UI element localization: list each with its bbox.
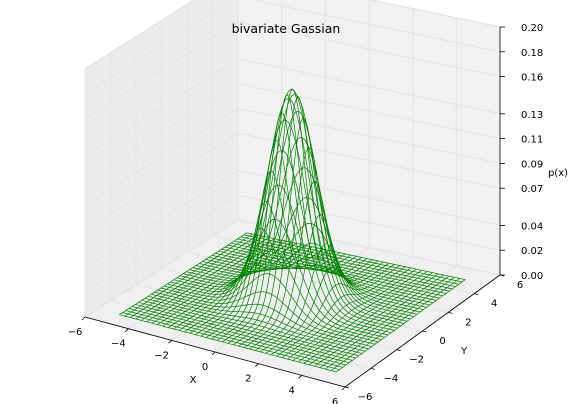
z-grid-line bbox=[84, 83, 501, 182]
wire-line-y bbox=[154, 291, 372, 347]
wire-line-y bbox=[224, 246, 443, 297]
wire-line-y bbox=[221, 248, 440, 299]
y-tick-mark bbox=[474, 293, 479, 296]
x-tick-label: 4 bbox=[288, 385, 294, 396]
wire-line-y bbox=[125, 310, 343, 368]
y-tick-label: 0 bbox=[439, 336, 445, 347]
wire-line-y bbox=[128, 308, 346, 366]
wire-line-y bbox=[132, 306, 350, 364]
wire-line-y bbox=[135, 304, 353, 361]
x-tick-label: −2 bbox=[154, 350, 169, 361]
y-tick-label: 6 bbox=[517, 280, 523, 291]
y-tick-mark bbox=[344, 386, 350, 389]
y-tick-mark bbox=[396, 349, 401, 352]
x-tick-mark bbox=[341, 386, 346, 391]
wire-line-y bbox=[148, 295, 366, 352]
wire-line-y bbox=[176, 119, 395, 331]
wire-line-y bbox=[208, 256, 427, 308]
wire-line-y bbox=[231, 242, 450, 292]
x-tick-label: −6 bbox=[68, 327, 83, 338]
wire-line-y bbox=[138, 302, 356, 359]
x-tick-mark bbox=[211, 351, 216, 356]
x-tick-mark bbox=[298, 375, 302, 379]
wire-line-y bbox=[141, 299, 359, 357]
wire-line-y bbox=[227, 244, 446, 294]
z-tick-label: 0.00 bbox=[521, 271, 543, 282]
x-tick-label: 0 bbox=[202, 362, 208, 373]
wire-line-y bbox=[180, 97, 398, 329]
x-axis-label: X bbox=[190, 375, 197, 386]
wire-line-y bbox=[205, 242, 424, 310]
y-tick-label: −4 bbox=[383, 373, 398, 384]
wire-line-y bbox=[211, 254, 430, 306]
z-grid-line bbox=[84, 132, 501, 231]
wire-line-y bbox=[240, 236, 459, 285]
z-tick-label: 0.07 bbox=[521, 184, 543, 195]
wire-line-y bbox=[195, 167, 414, 317]
chart-title: bivariate Gassian bbox=[232, 21, 341, 36]
axis-panes bbox=[83, 0, 502, 388]
wire-line-y bbox=[170, 184, 388, 336]
wire-line-y bbox=[247, 232, 466, 280]
wire-line-y bbox=[202, 222, 421, 313]
z-grid-line bbox=[84, 219, 501, 318]
y-tick-label: −6 bbox=[358, 392, 373, 403]
wire-line-y bbox=[122, 312, 340, 370]
wire-line-y bbox=[151, 293, 369, 350]
z-axis-label: p(x) bbox=[548, 168, 568, 179]
wire-line-y bbox=[218, 250, 437, 301]
wire-line-y bbox=[144, 297, 363, 354]
y-tick-label: 2 bbox=[465, 317, 471, 328]
y-tick-mark bbox=[448, 311, 453, 314]
y-axis-label: Y bbox=[460, 346, 468, 357]
x-tick-mark bbox=[168, 340, 172, 344]
z-grid-line bbox=[84, 0, 501, 95]
x-tick-label: 2 bbox=[245, 374, 251, 385]
z-grid-line bbox=[84, 107, 501, 206]
x-tick-mark bbox=[255, 363, 259, 367]
z-tick-label: 0.20 bbox=[521, 23, 543, 34]
wire-line-y bbox=[234, 240, 453, 290]
z-tick-label: 0.16 bbox=[521, 73, 543, 84]
wire-line-y bbox=[189, 110, 408, 322]
x-tick-label: 6 bbox=[332, 397, 338, 404]
z-tick-label: 0.13 bbox=[521, 110, 543, 121]
z-tick-label: 0.09 bbox=[521, 159, 543, 170]
z-grid-line bbox=[84, 58, 501, 157]
y-tick-label: 4 bbox=[491, 299, 497, 310]
z-grid-line bbox=[84, 21, 501, 120]
wire-line-y bbox=[192, 136, 411, 320]
wire-line-y bbox=[157, 289, 375, 345]
wire-line-y bbox=[167, 218, 385, 338]
x-tick-mark bbox=[81, 316, 86, 321]
y-tick-mark bbox=[370, 367, 375, 370]
wire-line-y bbox=[237, 238, 456, 287]
wire-line-y bbox=[243, 234, 463, 283]
wire-line-y bbox=[160, 273, 379, 343]
z-grid-line bbox=[84, 0, 501, 70]
wire-line-y bbox=[186, 93, 405, 324]
surface-wireframe bbox=[119, 88, 466, 373]
z-tick-label: 0.18 bbox=[521, 48, 543, 59]
z-grid-line bbox=[84, 194, 501, 293]
x-tick-label: −4 bbox=[111, 339, 126, 350]
wire-line-y bbox=[173, 149, 392, 334]
y-tick-label: −2 bbox=[409, 355, 424, 366]
z-grid-line bbox=[84, 169, 501, 268]
z-tick-label: 0.11 bbox=[521, 135, 543, 146]
wire-line-y bbox=[199, 197, 417, 315]
z-tick-label: 0.04 bbox=[521, 221, 543, 232]
y-tick-mark bbox=[422, 330, 427, 333]
wire-line-y bbox=[119, 314, 337, 373]
x-tick-mark bbox=[125, 328, 129, 332]
wire-line-y bbox=[183, 88, 401, 327]
z-tick-label: 0.02 bbox=[521, 246, 543, 257]
